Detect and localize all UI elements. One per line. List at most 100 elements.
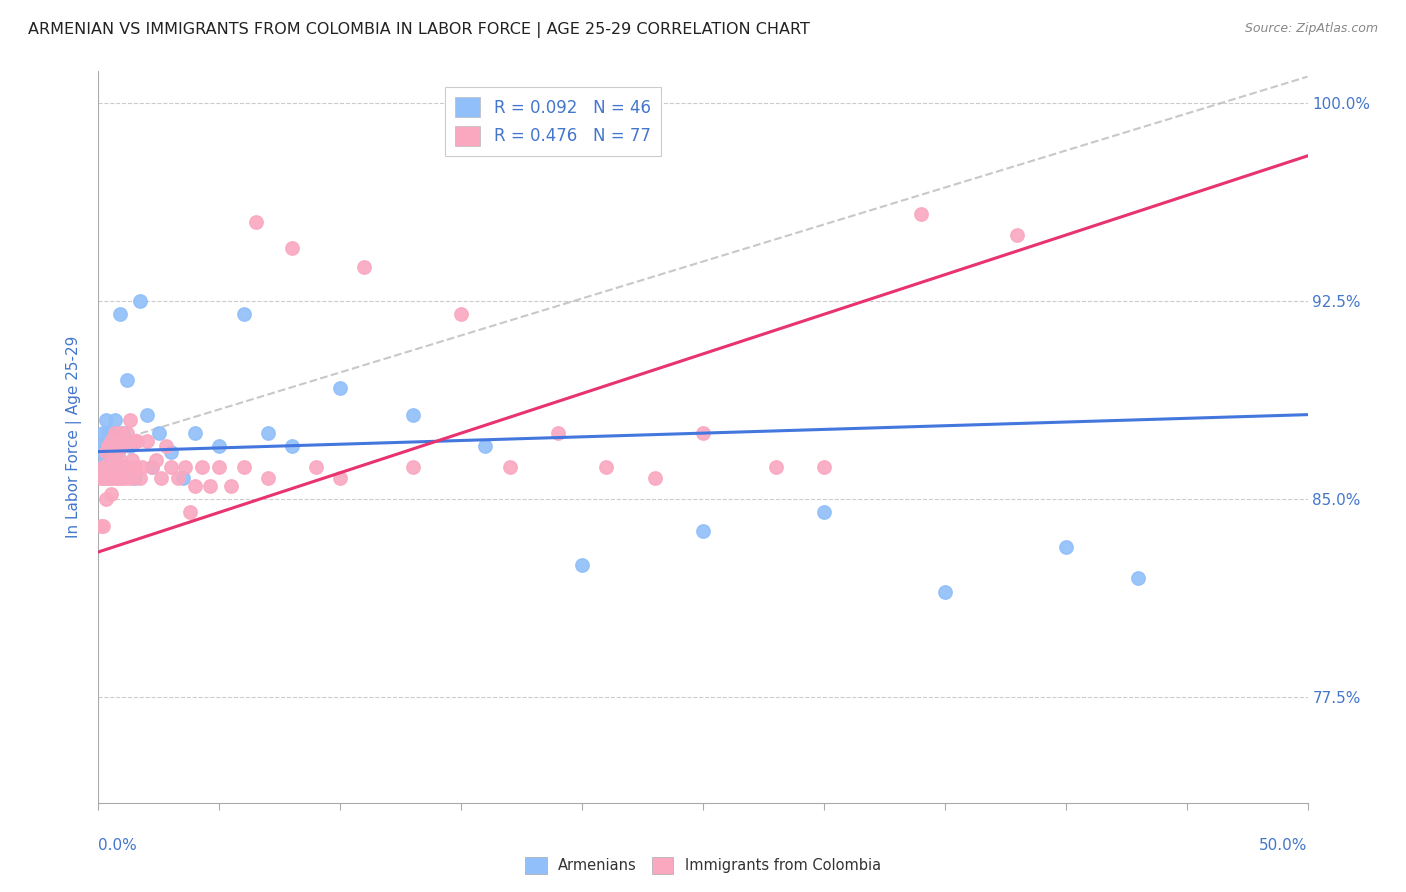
Point xyxy=(101,426,124,441)
Point xyxy=(111,460,134,475)
Point xyxy=(117,471,139,485)
Point xyxy=(91,471,114,485)
Point xyxy=(172,471,194,485)
Point xyxy=(91,426,114,441)
Point xyxy=(111,426,134,441)
Point xyxy=(184,479,207,493)
Point xyxy=(104,444,127,458)
Point xyxy=(108,307,131,321)
Point xyxy=(221,479,243,493)
Point xyxy=(100,434,122,448)
Point xyxy=(329,471,352,485)
Point xyxy=(97,426,120,441)
Point xyxy=(595,460,617,475)
Point xyxy=(813,505,835,519)
Point xyxy=(232,307,254,321)
Point xyxy=(90,518,112,533)
Point xyxy=(813,460,835,475)
Point xyxy=(101,439,124,453)
Point xyxy=(100,471,122,485)
Point xyxy=(127,434,149,448)
Point xyxy=(160,444,183,458)
Point xyxy=(104,439,127,453)
Point xyxy=(97,466,120,480)
Point xyxy=(208,439,231,453)
Point xyxy=(232,460,254,475)
Point xyxy=(191,460,214,475)
Point xyxy=(160,460,183,475)
Point xyxy=(179,505,201,519)
Point xyxy=(107,471,129,485)
Point xyxy=(90,471,112,485)
Point xyxy=(128,471,150,485)
Point xyxy=(100,466,122,480)
Point xyxy=(94,452,117,467)
Point xyxy=(100,444,122,458)
Point xyxy=(101,466,124,480)
Point xyxy=(111,439,134,453)
Point xyxy=(107,466,129,480)
Text: 0.0%: 0.0% xyxy=(98,838,138,854)
Point xyxy=(281,439,304,453)
Point xyxy=(91,471,114,485)
Point xyxy=(94,471,117,485)
Point xyxy=(131,460,153,475)
Text: Source: ZipAtlas.com: Source: ZipAtlas.com xyxy=(1244,22,1378,36)
Point xyxy=(402,408,425,422)
Point xyxy=(184,426,207,441)
Point xyxy=(114,466,136,480)
Point xyxy=(100,434,122,448)
Point xyxy=(94,434,117,448)
Point xyxy=(94,460,117,475)
Point xyxy=(124,460,146,475)
Point xyxy=(107,471,129,485)
Point xyxy=(474,439,496,453)
Point xyxy=(155,439,177,453)
Point xyxy=(145,452,167,467)
Point xyxy=(353,260,375,274)
Point xyxy=(141,460,163,475)
Point xyxy=(135,408,157,422)
Point xyxy=(329,381,352,395)
Point xyxy=(107,434,129,448)
Point xyxy=(118,439,141,453)
Y-axis label: In Labor Force | Age 25-29: In Labor Force | Age 25-29 xyxy=(66,336,83,538)
Point xyxy=(121,452,143,467)
Point xyxy=(108,471,131,485)
Point xyxy=(305,460,328,475)
Point xyxy=(97,471,120,485)
Point xyxy=(94,444,117,458)
Point xyxy=(141,460,163,475)
Point xyxy=(910,207,932,221)
Point xyxy=(111,471,134,485)
Point xyxy=(90,439,112,453)
Text: 50.0%: 50.0% xyxy=(1260,838,1308,854)
Point xyxy=(108,452,131,467)
Point xyxy=(94,492,117,507)
Point xyxy=(118,413,141,427)
Point xyxy=(934,584,956,599)
Point xyxy=(117,373,139,387)
Point xyxy=(256,426,278,441)
Point xyxy=(135,434,157,448)
Point xyxy=(91,518,114,533)
Point xyxy=(104,426,127,441)
Point xyxy=(571,558,593,573)
Point xyxy=(547,426,569,441)
Point xyxy=(100,487,122,501)
Point xyxy=(104,460,127,475)
Point xyxy=(1054,540,1077,554)
Point xyxy=(111,460,134,475)
Point xyxy=(104,471,127,485)
Point xyxy=(94,413,117,427)
Point xyxy=(101,460,124,475)
Point xyxy=(148,426,170,441)
Point xyxy=(90,460,112,475)
Point xyxy=(117,426,139,441)
Point xyxy=(108,426,131,441)
Point xyxy=(150,471,173,485)
Point xyxy=(692,524,714,538)
Point xyxy=(498,460,520,475)
Point xyxy=(198,479,221,493)
Point xyxy=(91,460,114,475)
